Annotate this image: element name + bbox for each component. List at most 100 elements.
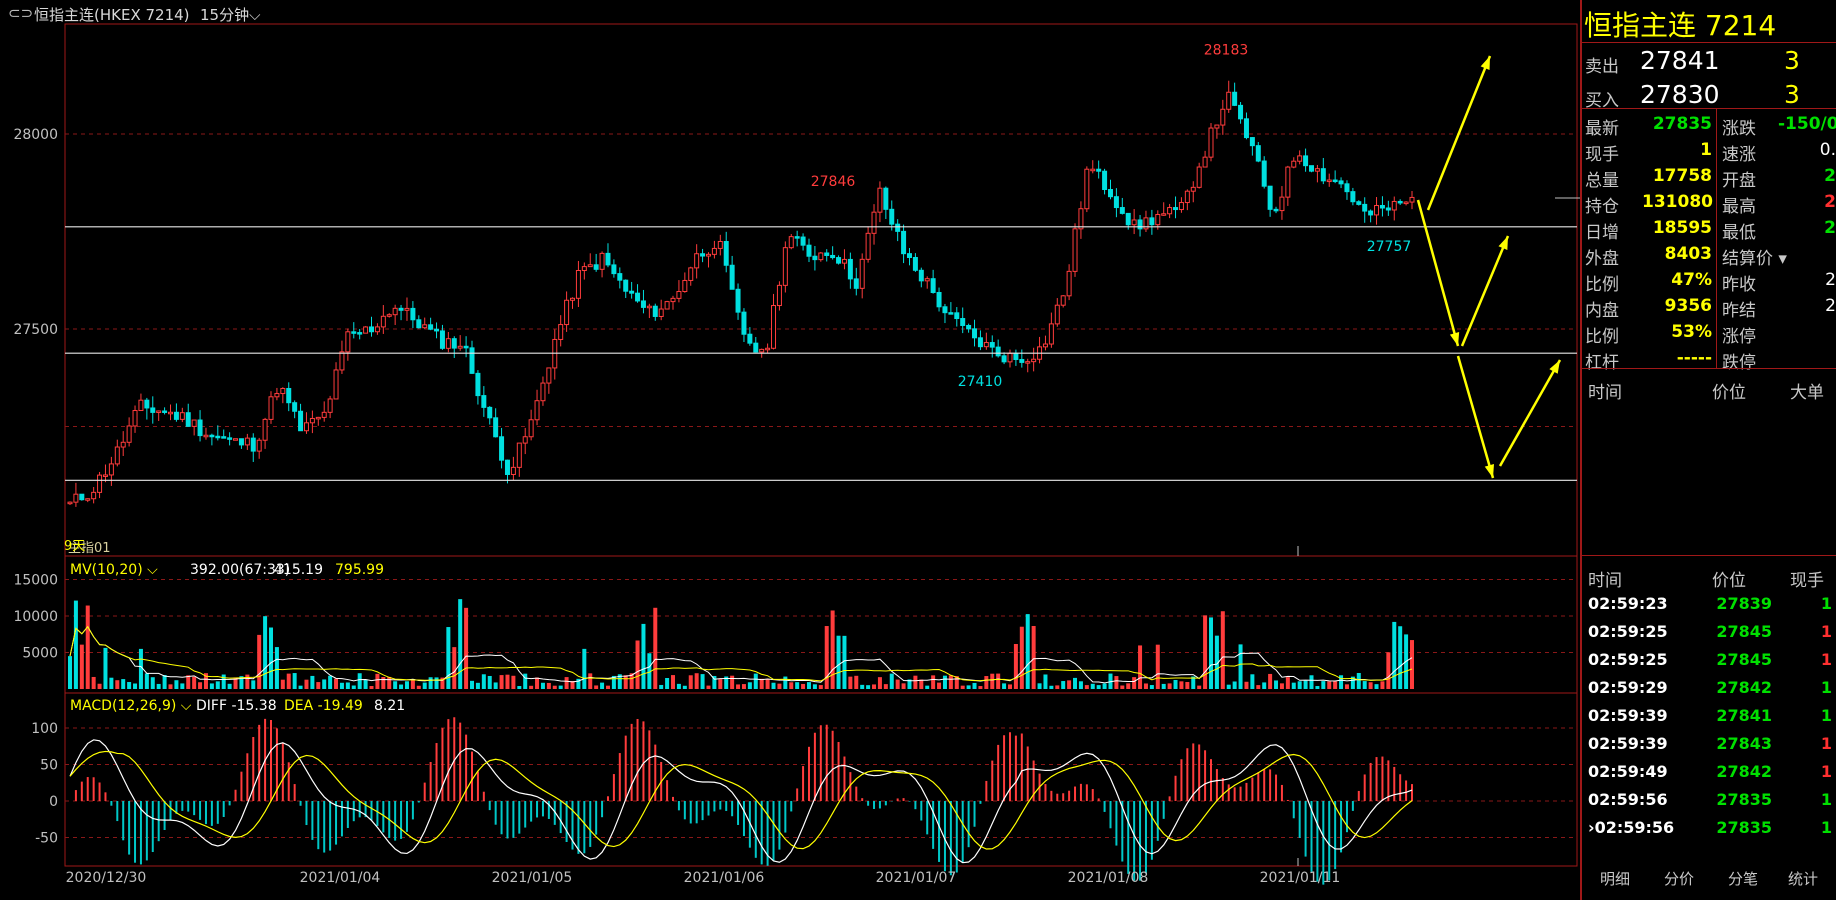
volume-bar [381,677,386,689]
candle-body [540,382,546,402]
trade-row[interactable]: 02:59:39 27841 1 [1582,706,1836,730]
candle-body [132,410,138,427]
volume-bar [233,677,238,689]
candle-body [901,230,907,255]
candle-body [717,240,723,249]
stat-label: 持仓 [1585,197,1619,217]
volume-bar [298,685,303,689]
stat-label: 昨结 [1722,301,1756,321]
volume-bar [1002,683,1007,689]
volume-bar [753,673,758,689]
tab-price-dist[interactable]: 分价 [1664,870,1695,888]
candle-body [451,338,457,349]
trade-row[interactable]: 02:59:56 27835 1 [1582,790,1836,814]
candle-body [1374,205,1380,216]
stat-label: 比例 [1585,327,1619,347]
trade-row[interactable]: 02:59:25 27845 1 [1582,622,1836,646]
stat-label[interactable]: 结算价 ▾ [1722,249,1787,269]
trade-row[interactable]: 02:59:25 27845 1 [1582,650,1836,674]
period-selector[interactable]: 15分钟⌵ [200,4,260,25]
volume-bar [316,682,321,689]
volume-bar [523,673,528,689]
volume-bar [682,685,687,689]
trade-row[interactable]: 02:59:29 27842 1 [1582,678,1836,702]
trade-price: 27845 [1716,650,1772,669]
volume-bar [1073,677,1078,689]
volume-bar [79,644,84,689]
candle-body [457,345,463,349]
volume-bar [103,647,108,689]
candle-body [865,232,871,260]
candle-body [723,240,729,266]
volume-bar [470,680,475,689]
stat-value: 2 [1824,218,1836,238]
candle-body [895,223,901,232]
volume-bar [1321,681,1326,689]
buy-label: 买入 [1585,91,1619,111]
volume-bar [292,673,297,689]
volume-bar [393,681,398,689]
candle-body [156,410,162,413]
volume-bar [1274,680,1279,689]
volume-bar [1120,685,1125,689]
volume-bar [1262,682,1267,689]
volume-bar [883,684,888,689]
candle-body [729,264,735,290]
volume-bar [724,676,729,689]
candle-body [824,252,830,256]
volume-bar [765,679,770,689]
candle-body [1232,91,1238,106]
volume-bar [576,678,581,689]
volume-bar [1232,681,1237,689]
candle-body [1084,168,1090,210]
tab-detail[interactable]: 明细 [1600,870,1631,888]
candle-body [315,416,321,420]
trade-price: 27845 [1716,622,1772,641]
volume-bar [339,682,344,689]
candle-body [1314,168,1320,172]
vol-tick-label: 15000 [13,573,58,589]
trades-col-vol: 现手 [1790,571,1824,591]
candle-body [1332,179,1338,183]
volume-bar [1250,674,1255,689]
quote-panel: 恒指主连 7214 卖出 27841 3 买入 27830 3 最新 27835 现… [1580,0,1836,900]
volume-bar [1019,626,1024,689]
candle-body [1042,343,1048,348]
trade-volume: 1 [1820,650,1832,669]
candle-body [977,337,983,348]
tab-ticks[interactable]: 分笔 [1728,870,1759,888]
candle-body [558,324,564,340]
trade-row[interactable]: 02:59:23 27839 1 [1582,594,1836,618]
candle-body [1238,104,1244,120]
candle-body [309,417,315,424]
volume-bar [215,681,220,689]
candle-body [1078,208,1084,230]
candle-body [906,253,912,258]
candle-body [1267,185,1273,210]
candle-body [108,463,114,476]
candle-body [1143,217,1149,230]
volume-bar [1291,682,1296,689]
volume-bar [73,600,78,689]
trade-time: ›02:59:56 [1588,818,1675,837]
volume-bar [156,683,161,689]
candle-body [818,252,824,261]
candle-body [1397,200,1403,204]
trade-volume: 1 [1820,818,1832,837]
trade-row[interactable]: ›02:59:56 27835 1 [1582,818,1836,842]
candle-body [670,297,676,303]
link-icon[interactable]: ⊂⊃ [8,4,34,22]
trade-row[interactable]: 02:59:39 27843 1 [1582,734,1836,758]
volume-bar [263,616,268,689]
candle-body [369,326,375,333]
volume-bar [274,647,279,689]
stat-label: 日增 [1585,223,1619,243]
volume-bar [310,675,315,689]
volume-bar [718,679,723,689]
stat-value: 53% [1671,322,1712,342]
trade-row[interactable]: 02:59:49 27842 1 [1582,762,1836,786]
tab-stats[interactable]: 统计 [1788,870,1819,888]
volume-bar [328,675,333,689]
volume-bar [996,673,1001,689]
